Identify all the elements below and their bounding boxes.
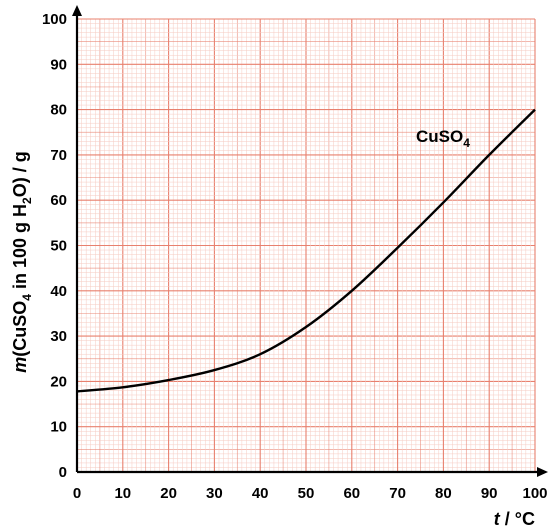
y-tick-labels: 0 10 20 30 40 50 60 70 80 90 100 (42, 11, 67, 481)
x-tick-label: 10 (114, 485, 131, 502)
y-tick-label: 70 (50, 147, 67, 164)
series-label-cuso4: CuSO4 (416, 127, 470, 150)
x-tick-label: 0 (73, 485, 81, 502)
x-tick-label: 70 (389, 485, 406, 502)
y-tick-label: 50 (50, 238, 67, 255)
x-tick-label: 20 (160, 485, 177, 502)
x-tick-label: 80 (435, 485, 452, 502)
x-tick-label: 40 (252, 485, 269, 502)
y-tick-label: 90 (50, 56, 67, 73)
x-tick-labels: 0 10 20 30 40 50 60 70 80 90 100 (73, 485, 548, 502)
y-tick-label: 20 (50, 373, 67, 390)
x-tick-label: 100 (522, 485, 547, 502)
y-tick-label: 30 (50, 328, 67, 345)
y-tick-label: 80 (50, 102, 67, 119)
y-axis-arrow-icon (72, 5, 82, 16)
plot-grid (76, 18, 536, 473)
y-tick-label: 100 (42, 11, 67, 28)
y-tick-label: 0 (59, 464, 67, 481)
x-axis-title: t / °C (494, 509, 535, 529)
y-tick-label: 10 (50, 419, 67, 436)
x-tick-label: 30 (206, 485, 223, 502)
data-series (76, 108, 536, 393)
plot-axes (72, 5, 548, 477)
y-axis-title: m(CuSO4 in 100 g H2O) / g (10, 151, 34, 372)
y-tick-label: 60 (50, 192, 67, 209)
x-tick-label: 90 (481, 485, 498, 502)
x-axis-arrow-icon (537, 467, 548, 477)
x-tick-label: 60 (343, 485, 360, 502)
y-tick-label: 40 (50, 283, 67, 300)
x-tick-label: 50 (298, 485, 315, 502)
series-line-cuso4 (76, 108, 536, 393)
